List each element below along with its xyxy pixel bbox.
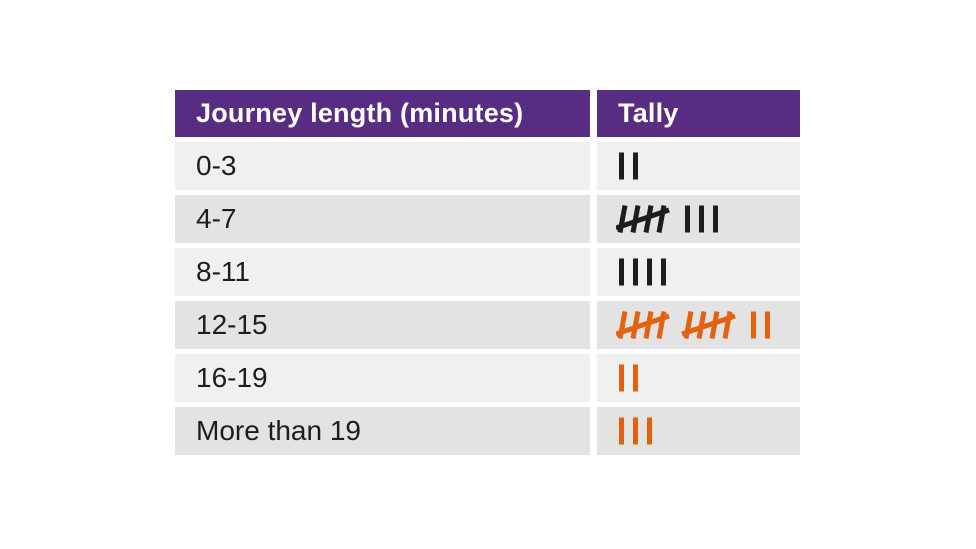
tally-marks [619, 152, 638, 180]
tally-cell [597, 195, 800, 243]
table-header-row: Journey length (minutes) Tally [175, 90, 800, 137]
tally-marks [619, 258, 666, 286]
table-row: More than 19 [175, 407, 800, 455]
tally-chart-table: Journey length (minutes) Tally 0-3 4-7 8… [175, 90, 800, 460]
table-row: 0-3 [175, 142, 800, 190]
tally-cell [597, 354, 800, 402]
table-row: 12-15 [175, 301, 800, 349]
tally-marks [619, 364, 638, 392]
journey-length-cell: 8-11 [175, 248, 590, 296]
journey-length-header: Journey length (minutes) [175, 90, 590, 137]
tally-marks [616, 311, 770, 339]
journey-length-cell: 16-19 [175, 354, 590, 402]
journey-length-cell: 0-3 [175, 142, 590, 190]
tally-cell [597, 407, 800, 455]
tally-cell [597, 142, 800, 190]
journey-length-cell: 12-15 [175, 301, 590, 349]
table-row: 16-19 [175, 354, 800, 402]
table-row: 4-7 [175, 195, 800, 243]
tally-header: Tally [597, 90, 800, 137]
journey-length-cell: More than 19 [175, 407, 590, 455]
journey-length-cell: 4-7 [175, 195, 590, 243]
tally-cell [597, 248, 800, 296]
table-body: 0-3 4-7 8-11 12-15 16-19 More than 19 [175, 142, 800, 455]
tally-marks [616, 205, 718, 233]
tally-cell [597, 301, 800, 349]
tally-marks [619, 417, 652, 445]
table-row: 8-11 [175, 248, 800, 296]
